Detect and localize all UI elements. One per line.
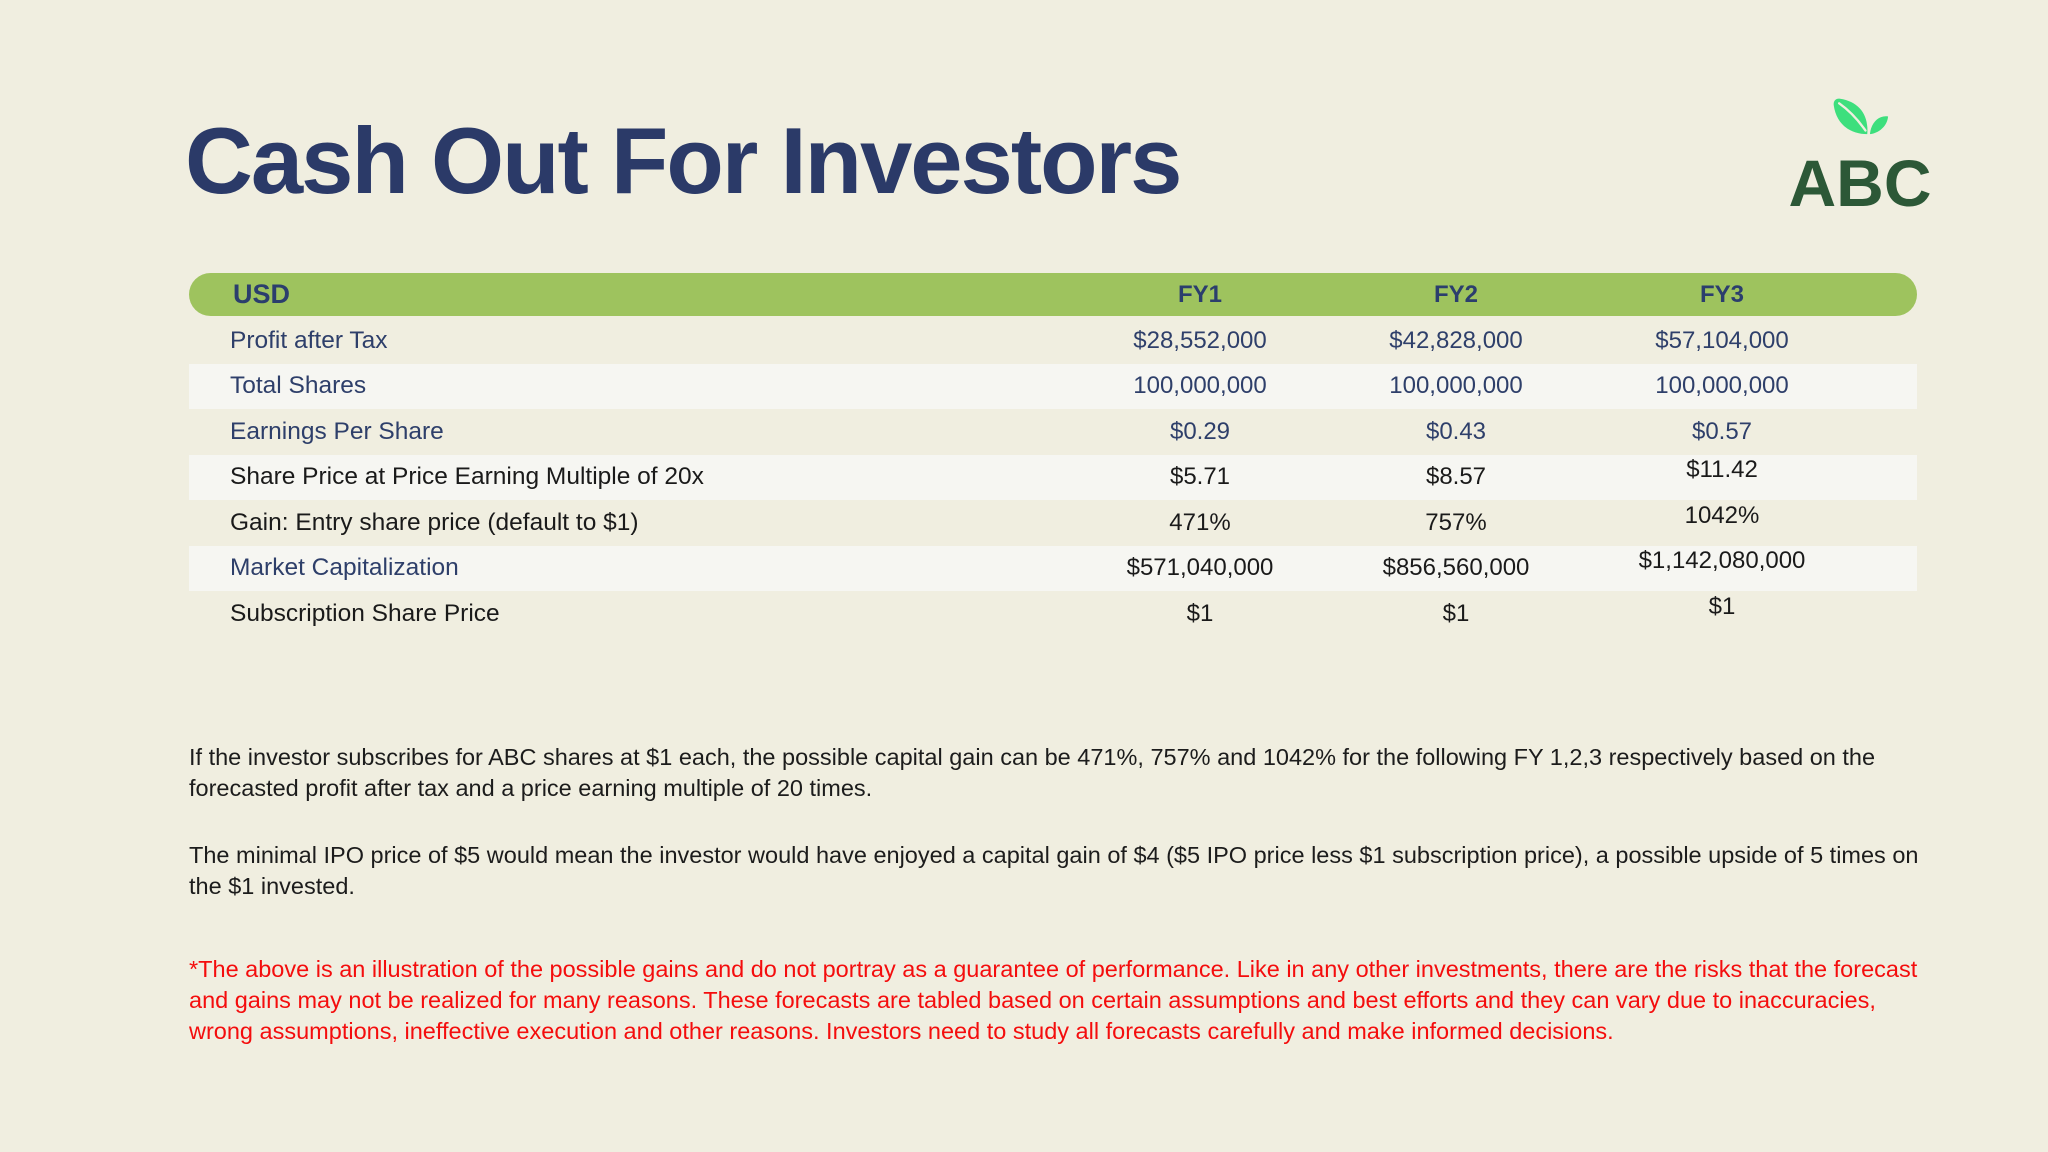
- notes-section: If the investor subscribes for ABC share…: [189, 742, 1931, 1047]
- cell-fy3: $11.42: [1686, 456, 1758, 484]
- row-label: Share Price at Price Earning Multiple of…: [230, 463, 704, 491]
- company-logo: ABC: [1785, 96, 1935, 216]
- cell-fy2: 757%: [1425, 508, 1487, 536]
- cell-fy2: $1: [1442, 599, 1470, 627]
- table-header-row: USD FY1 FY2 FY3: [189, 273, 1917, 316]
- row-label: Total Shares: [230, 372, 367, 400]
- financials-table: USD FY1 FY2 FY3 Profit after Tax $28,552…: [189, 273, 1917, 637]
- page-title: Cash Out For Investors: [185, 108, 1182, 213]
- column-header-fy1: FY1: [1177, 280, 1222, 308]
- row-label: Profit after Tax: [230, 326, 388, 354]
- cell-fy2: 100,000,000: [1389, 372, 1523, 400]
- cell-fy1: $571,040,000: [1126, 554, 1274, 582]
- row-label: Subscription Share Price: [230, 599, 500, 627]
- cell-fy1: $5.71: [1169, 463, 1231, 491]
- row-label: Market Capitalization: [230, 554, 459, 582]
- table-row-subscription-share-price: Subscription Share Price $1 $1 $1: [189, 591, 1917, 637]
- cell-fy3: 1042%: [1684, 501, 1760, 529]
- cell-fy3: 100,000,000: [1655, 372, 1789, 400]
- cell-fy1: $0.29: [1169, 417, 1231, 445]
- currency-header: USD: [233, 279, 291, 309]
- cell-fy1: $1: [1186, 599, 1214, 627]
- cell-fy2: $42,828,000: [1389, 326, 1523, 354]
- cell-fy2: $8.57: [1425, 463, 1487, 491]
- cell-fy1: $28,552,000: [1133, 326, 1267, 354]
- disclaimer-text: *The above is an illustration of the pos…: [189, 956, 1918, 1044]
- column-header-fy3: FY3: [1699, 280, 1744, 308]
- cell-fy2: $0.43: [1425, 417, 1487, 445]
- table-row-gain-entry-price: Gain: Entry share price (default to $1) …: [189, 500, 1917, 546]
- table-row-earnings-per-share: Earnings Per Share $0.29 $0.43 $0.57: [189, 409, 1917, 455]
- cell-fy2: $856,560,000: [1382, 554, 1530, 582]
- table-row-market-capitalization: Market Capitalization $571,040,000 $856,…: [189, 545, 1917, 591]
- table-body: Profit after Tax $28,552,000 $42,828,000…: [189, 318, 1917, 637]
- logo-text: ABC: [1788, 146, 1932, 220]
- column-header-fy2: FY2: [1433, 280, 1478, 308]
- note-ipo-upside: The minimal IPO price of $5 would mean t…: [189, 842, 1919, 899]
- cell-fy3: $1: [1708, 592, 1736, 620]
- table-row-profit-after-tax: Profit after Tax $28,552,000 $42,828,000…: [189, 318, 1917, 364]
- table-row-share-price-pe20: Share Price at Price Earning Multiple of…: [189, 454, 1917, 500]
- row-label: Earnings Per Share: [230, 417, 444, 445]
- row-label: Gain: Entry share price (default to $1): [230, 508, 639, 536]
- table-row-total-shares: Total Shares 100,000,000 100,000,000 100…: [189, 363, 1917, 409]
- cell-fy1: 100,000,000: [1133, 372, 1267, 400]
- leaf-icon: [1833, 98, 1889, 135]
- note-subscription-gain: If the investor subscribes for ABC share…: [189, 744, 1876, 801]
- cell-fy1: 471%: [1169, 508, 1231, 536]
- cell-fy3: $57,104,000: [1655, 326, 1789, 354]
- cell-fy3: $1,142,080,000: [1638, 547, 1806, 575]
- cell-fy3: $0.57: [1691, 417, 1753, 445]
